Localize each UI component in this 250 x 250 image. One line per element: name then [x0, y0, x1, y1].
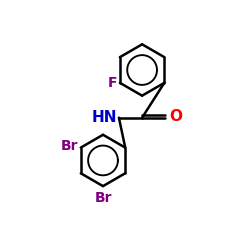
Text: F: F	[108, 76, 117, 90]
Text: HN: HN	[92, 110, 117, 125]
Text: Br: Br	[60, 140, 78, 153]
Text: O: O	[169, 109, 182, 124]
Text: Br: Br	[94, 190, 112, 204]
